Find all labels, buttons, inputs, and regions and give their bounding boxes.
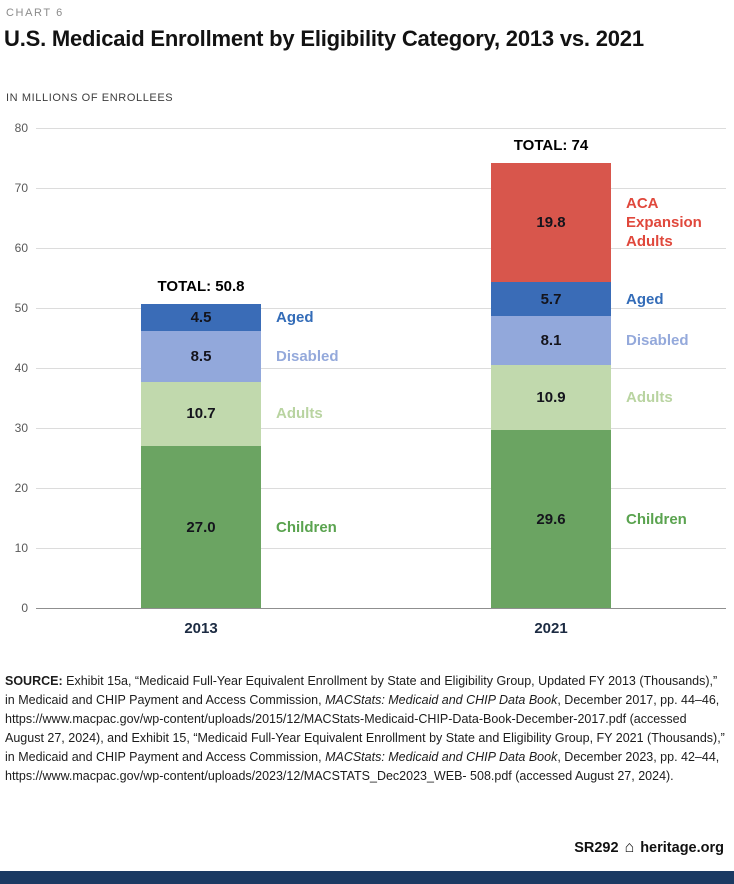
segment-value: 4.5 xyxy=(190,308,212,326)
source-text: Exhibit 15a, “Medicaid Full-Year Equival… xyxy=(5,674,718,707)
total-label-2021: TOTAL: 74 xyxy=(513,137,589,155)
year-label-2013: 2013 xyxy=(184,620,218,637)
chart-number-label: CHART 6 xyxy=(6,7,64,19)
y-tick-label: 50 xyxy=(14,301,28,315)
segment-value: 5.7 xyxy=(540,290,562,308)
gridline-50 xyxy=(36,308,726,309)
segment-value: 19.8 xyxy=(536,214,566,232)
heritage-logo-icon: ⌂ xyxy=(624,839,635,856)
segment-label-disabled-2013: Disabled xyxy=(276,347,339,365)
plot-area: 27.0 Children 10.7 Adults 8.5 Disabled 4.5 Aged… xyxy=(36,128,726,637)
segment-value: 10.9 xyxy=(536,389,566,407)
source-text: , December 2017, pp. 44–46, https://www.… xyxy=(5,693,725,764)
bar-segment-children-2021: 29.6 xyxy=(491,430,611,608)
y-tick-label: 0 xyxy=(21,601,28,615)
bar-segment-aged-2013: 4.5 xyxy=(141,303,261,331)
source-text: MACStats: Medicaid and CHIP Data Book xyxy=(325,693,558,707)
gridline-10 xyxy=(36,548,726,549)
segment-label-aca-expansion-adults-2021: ACA Expansion Adults xyxy=(626,195,702,251)
segment-label-adults-2013: Adults xyxy=(276,405,323,423)
total-label-2013: TOTAL: 50.8 xyxy=(157,277,245,295)
bar-segment-disabled-2021: 8.1 xyxy=(491,316,611,365)
report-id: SR292 xyxy=(574,840,619,856)
source-label: SOURCE: xyxy=(5,674,67,688)
segment-label-aged-2013: Aged xyxy=(276,308,314,326)
segment-value: 10.7 xyxy=(186,405,216,423)
segment-label-adults-2021: Adults xyxy=(626,389,673,407)
bar-segment-adults-2021: 10.9 xyxy=(491,365,611,431)
bar-segment-disabled-2013: 8.5 xyxy=(141,330,261,382)
source-note: SOURCE: Exhibit 15a, “Medicaid Full-Year… xyxy=(5,672,727,786)
year-label-2021: 2021 xyxy=(534,620,568,637)
y-tick-label: 20 xyxy=(14,481,28,495)
bar-segment-aged-2021: 5.7 xyxy=(491,282,611,317)
segment-value: 29.6 xyxy=(536,510,566,528)
footer: SR292 ⌂ heritage.org xyxy=(574,839,724,857)
bar-segment-children-2013: 27.0 xyxy=(141,446,261,608)
segment-label-aged-2021: Aged xyxy=(626,290,664,308)
segment-value: 27.0 xyxy=(186,518,216,536)
y-tick-label: 70 xyxy=(14,181,28,195)
segment-label-children-2013: Children xyxy=(276,518,337,536)
stacked-bar-chart: 27.0 Children 10.7 Adults 8.5 Disabled 4.5 Aged… xyxy=(0,118,734,658)
gridline-20 xyxy=(36,488,726,489)
gridline-0 xyxy=(36,608,726,609)
heritage-site-label: heritage.org xyxy=(640,840,724,856)
segment-value: 8.1 xyxy=(540,332,562,350)
source-text: MACStats: Medicaid and CHIP Data Book xyxy=(325,750,558,764)
segment-label-children-2021: Children xyxy=(626,510,687,528)
bar-segment-adults-2013: 10.7 xyxy=(141,381,261,446)
gridline-70 xyxy=(36,188,726,189)
y-tick-label: 40 xyxy=(14,361,28,375)
units-label: IN MILLIONS OF ENROLLEES xyxy=(6,92,174,104)
bottom-accent-bar xyxy=(0,871,734,884)
gridline-80 xyxy=(36,128,726,129)
segment-value: 8.5 xyxy=(190,347,212,365)
segment-label-disabled-2021: Disabled xyxy=(626,332,689,350)
gridline-60 xyxy=(36,248,726,249)
page-title: U.S. Medicaid Enrollment by Eligibility … xyxy=(4,26,644,51)
y-tick-label: 10 xyxy=(14,541,28,555)
y-tick-label: 80 xyxy=(14,121,28,135)
y-tick-label: 60 xyxy=(14,241,28,255)
y-tick-label: 30 xyxy=(14,421,28,435)
bar-segment-aca-expansion-adults-2021: 19.8 xyxy=(491,163,611,283)
gridline-30 xyxy=(36,428,726,429)
source-text: , December 2023, pp. 42–44, https://www.… xyxy=(5,750,720,783)
gridline-40 xyxy=(36,368,726,369)
